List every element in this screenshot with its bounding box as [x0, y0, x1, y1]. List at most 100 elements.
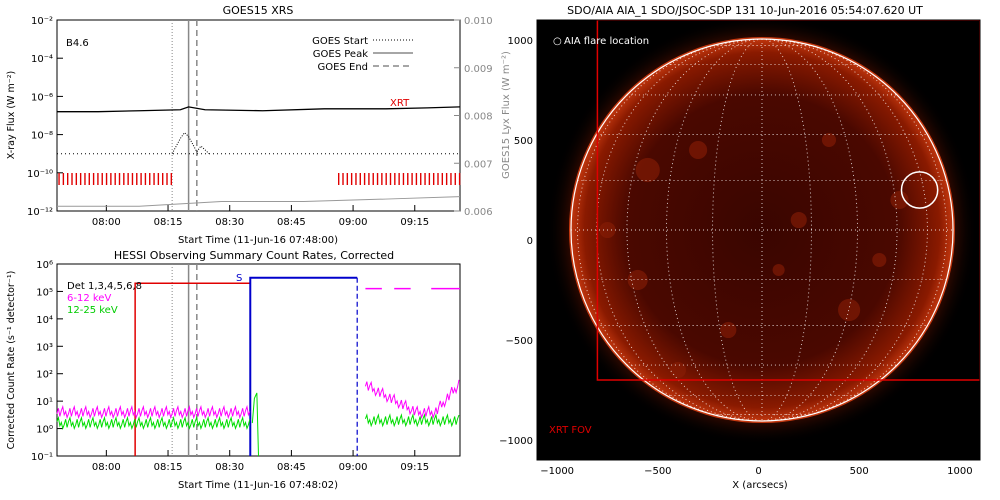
goes-y2-tick-label: 0.007 [464, 159, 493, 170]
aia-x-ticks: −1000 −500 0 500 1000 [540, 454, 973, 477]
goes-y-tick-label: 10⁻⁶ [31, 92, 53, 103]
aia-y-ticks: 1000 500 0 −500 −1000 [499, 36, 543, 447]
goes-x-tick-label: 08:30 [215, 217, 244, 228]
aia-active-region [890, 190, 909, 210]
goes-lyman-line [57, 196, 461, 207]
aia-grid-longitude [577, 39, 763, 421]
hessi-y-tick-label: 10⁴ [36, 315, 53, 326]
hessi-y-tick-label: 10⁰ [36, 425, 53, 436]
hessi-count-line [56, 415, 251, 431]
goes-long-line [57, 106, 461, 113]
hessi-title: HESSI Observing Summary Count Rates, Cor… [114, 249, 394, 262]
aia-sun-disk [569, 37, 955, 423]
goes-x-tick-label: 08:00 [92, 217, 121, 228]
goes-y-tick-label: 10⁻⁴ [31, 54, 53, 65]
aia-y-tick-label: 1000 [508, 36, 533, 47]
hessi-x-tick-label: 08:15 [154, 462, 183, 473]
hessi-red-window [134, 282, 251, 456]
aia-active-region [689, 140, 708, 160]
hessi-y-ticks: 10⁶ 10⁵ 10⁴ 10³ 10² 10¹ 10⁰ 10⁻¹ [31, 260, 63, 463]
hessi-x-tick-label: 08:45 [277, 462, 306, 473]
aia-x-tick-label: −1000 [540, 466, 574, 477]
aia-y-tick-label: −1000 [499, 436, 533, 447]
goes-y-tick-label: 10⁻² [31, 16, 53, 27]
aia-y-tick-label: 0 [527, 236, 533, 247]
goes-y2-tick-label: 0.008 [464, 112, 493, 123]
goes-x-label: Start Time (11-Jun-16 07:48:00) [178, 235, 338, 246]
hessi-x-tick-label: 08:30 [215, 462, 244, 473]
hessi-y-tick-label: 10³ [36, 342, 53, 353]
hessi-panel: HESSI Observing Summary Count Rates, Cor… [6, 249, 461, 491]
goes-y-tick-label: 10⁻¹⁰ [27, 169, 53, 180]
aia-grid-longitude [761, 39, 928, 421]
aia-active-region [635, 157, 660, 183]
hessi-green-spike [251, 392, 259, 457]
goes-series [57, 20, 461, 211]
saa-label: S [236, 273, 242, 284]
hessi-x-label: Start Time (11-Jun-16 07:48:02) [178, 480, 338, 491]
aia-grid-longitude [761, 39, 947, 421]
goes-class-label: B4.6 [66, 38, 89, 49]
aia-limb [570, 38, 954, 422]
aia-active-region [772, 263, 785, 277]
aia-active-region [821, 132, 837, 148]
hessi-y-tick-label: 10² [36, 370, 53, 381]
legend-goes-end: GOES End [318, 62, 368, 73]
goes-x-tick-label: 08:15 [154, 217, 183, 228]
aia-title: SDO/AIA AIA_1 SDO/JSOC-SDP 131 10-Jun-20… [567, 4, 923, 17]
xrt-label: XRT [390, 98, 410, 109]
aia-legend-marker: ○ [553, 36, 562, 47]
hessi-x-ticks: 08:00 08:15 08:30 08:45 09:00 09:15 [92, 450, 429, 473]
hessi-x-tick-label: 08:00 [92, 462, 121, 473]
goes-title: GOES15 XRS [223, 4, 294, 17]
goes-short-line [171, 131, 210, 155]
hessi-blue-window [249, 276, 358, 456]
aia-active-region [669, 361, 687, 379]
hessi-y-tick-label: 10¹ [36, 397, 53, 408]
goes-y-label: X-ray Flux (W m⁻²) [6, 71, 17, 160]
aia-active-region [720, 321, 737, 339]
xrt-fov-label: XRT FOV [549, 425, 592, 436]
goes-x-tick-label: 09:00 [339, 217, 368, 228]
goes-panel: GOES15 XRS 10⁻² 10⁻⁴ 10⁻⁶ 10⁻⁸ 10⁻¹⁰ 10⁻¹² 0.… [6, 4, 512, 246]
aia-active-region [838, 298, 861, 322]
aia-active-region [790, 211, 807, 229]
legend-12-25kev: 12-25 keV [67, 305, 118, 316]
hessi-y-label: Corrected Count Rate (s⁻¹ detector⁻¹) [6, 271, 17, 450]
goes-x-tick-label: 08:45 [277, 217, 306, 228]
goes-y2-ticks: 0.010 0.009 0.008 0.007 0.006 [454, 16, 493, 218]
legend-det: Det 1,3,4,5,6,8 [67, 281, 142, 292]
goes-y2-tick-label: 0.009 [464, 64, 493, 75]
aia-panel: SDO/AIA AIA_1 SDO/JSOC-SDP 131 10-Jun-20… [499, 4, 981, 491]
goes-y-tick-label: 10⁻¹² [27, 207, 53, 218]
aia-x-tick-label: −500 [644, 466, 671, 477]
hessi-y-tick-label: 10⁵ [36, 287, 53, 298]
aia-y-tick-label: −500 [506, 336, 533, 347]
aia-active-region [627, 269, 648, 291]
aia-x-tick-label: 0 [755, 466, 761, 477]
legend-goes-start: GOES Start [312, 36, 368, 47]
goes-x-tick-label: 09:15 [400, 217, 429, 228]
aia-sun-texture [599, 132, 909, 379]
hessi-count-line [364, 413, 460, 428]
aia-grid-longitude [761, 39, 898, 421]
aia-active-region [872, 252, 887, 268]
hessi-y-tick-label: 10⁶ [36, 260, 53, 271]
hessi-x-tick-label: 09:15 [400, 462, 429, 473]
goes-y2-tick-label: 0.006 [464, 207, 493, 218]
aia-flare-circle [900, 171, 939, 209]
hessi-x-tick-label: 09:00 [339, 462, 368, 473]
goes-y-ticks: 10⁻² 10⁻⁴ 10⁻⁶ 10⁻⁸ 10⁻¹⁰ 10⁻¹² [27, 16, 63, 218]
hessi-count-line [364, 379, 460, 420]
hessi-series [56, 264, 460, 457]
aia-legend-text: AIA flare location [564, 36, 649, 47]
hessi-frame [56, 263, 461, 457]
aia-y-tick-label: 500 [514, 136, 533, 147]
legend-6-12kev: 6-12 keV [67, 293, 111, 304]
goes-y2-label: GOES15 Lyx Flux (W m⁻²) [501, 51, 512, 179]
hessi-count-line [56, 404, 251, 420]
xrt-fov-box [596, 20, 980, 381]
goes-x-ticks: 08:00 08:15 08:30 08:45 09:00 09:15 [92, 205, 429, 228]
legend-goes-peak: GOES Peak [313, 49, 368, 60]
